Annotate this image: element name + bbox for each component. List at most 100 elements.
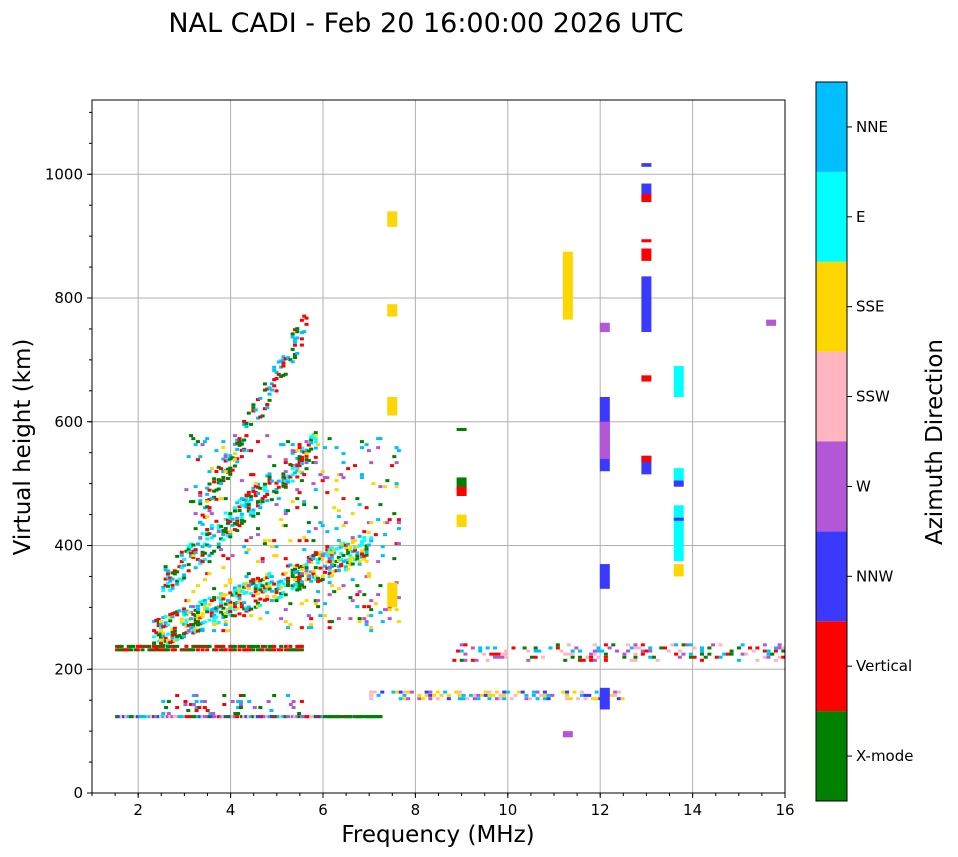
data-point [221, 440, 226, 444]
data-point [258, 617, 263, 621]
data-point [494, 697, 499, 701]
data-point [343, 715, 348, 719]
data-point [244, 499, 249, 503]
data-point [246, 644, 251, 648]
data-point [493, 646, 498, 650]
data-point [126, 715, 131, 719]
data-point [302, 500, 307, 504]
data-point [306, 458, 311, 462]
data-point [542, 697, 547, 701]
data-point [290, 473, 295, 477]
data-point [195, 458, 200, 462]
data-point [327, 437, 332, 441]
data-point [343, 568, 348, 572]
data-point [262, 495, 267, 499]
data-point [216, 523, 221, 527]
data-point [246, 449, 251, 453]
data-point [216, 596, 221, 600]
data-column-segment [673, 505, 684, 561]
data-point [428, 690, 433, 694]
data-point [258, 396, 263, 400]
data-point [339, 558, 344, 562]
data-point [309, 441, 314, 445]
data-point [184, 599, 189, 603]
data-point [223, 623, 228, 627]
data-point [183, 703, 188, 707]
data-point [235, 501, 240, 505]
data-point [265, 474, 270, 478]
data-point [244, 539, 249, 543]
data-point [205, 572, 210, 576]
data-point [170, 583, 175, 587]
data-point [283, 509, 288, 513]
data-point [186, 455, 191, 459]
data-point [198, 521, 203, 525]
data-point [200, 553, 205, 557]
data-point [313, 599, 318, 603]
data-point [251, 578, 256, 582]
data-point [267, 392, 272, 396]
data-point [158, 648, 163, 652]
data-point [283, 458, 288, 462]
data-point [212, 619, 217, 623]
data-point [640, 643, 645, 647]
data-point [394, 542, 399, 546]
data-point [239, 589, 244, 593]
data-column-segment [673, 468, 684, 481]
data-point [219, 598, 224, 602]
data-point [288, 648, 293, 652]
data-column-segment [456, 477, 467, 490]
data-point [325, 715, 330, 719]
data-point [622, 655, 627, 659]
data-point [295, 336, 300, 340]
data-point [274, 481, 279, 485]
data-point [230, 648, 235, 652]
data-point [674, 643, 679, 647]
data-point [175, 706, 180, 710]
data-point [304, 569, 309, 573]
data-point [364, 715, 369, 719]
data-point [262, 488, 267, 492]
data-point [158, 632, 163, 636]
data-point [200, 700, 205, 704]
data-point [216, 530, 221, 534]
data-point [292, 337, 297, 341]
data-point [242, 585, 247, 589]
data-column-segment [599, 564, 610, 589]
data-point [256, 504, 261, 508]
data-point [281, 481, 286, 485]
data-column-segment [641, 183, 652, 196]
data-point [189, 554, 194, 558]
data-point [253, 715, 258, 719]
data-point [152, 619, 157, 623]
data-point [327, 593, 332, 597]
data-point [336, 587, 341, 591]
data-point [281, 715, 286, 719]
data-point [346, 467, 351, 471]
data-point [239, 515, 244, 519]
data-point [707, 652, 712, 656]
data-point [357, 503, 362, 507]
data-point [272, 644, 277, 648]
data-point [283, 482, 288, 486]
x-tick-label: 14 [683, 801, 702, 819]
data-point [323, 614, 327, 618]
data-column-segment [641, 455, 652, 462]
data-point [306, 560, 311, 564]
data-point [357, 617, 362, 621]
data-point [172, 629, 177, 633]
data-point [269, 589, 274, 593]
data-point [225, 470, 230, 474]
data-point [376, 715, 381, 719]
data-point [207, 560, 212, 564]
data-point [119, 644, 124, 648]
data-point [487, 697, 492, 701]
data-column-segment [766, 319, 777, 326]
data-point [198, 715, 203, 719]
data-point [283, 577, 288, 581]
data-point [781, 655, 786, 659]
data-point [214, 648, 219, 652]
data-point [286, 564, 291, 568]
data-point [170, 615, 175, 619]
data-point [253, 490, 258, 494]
